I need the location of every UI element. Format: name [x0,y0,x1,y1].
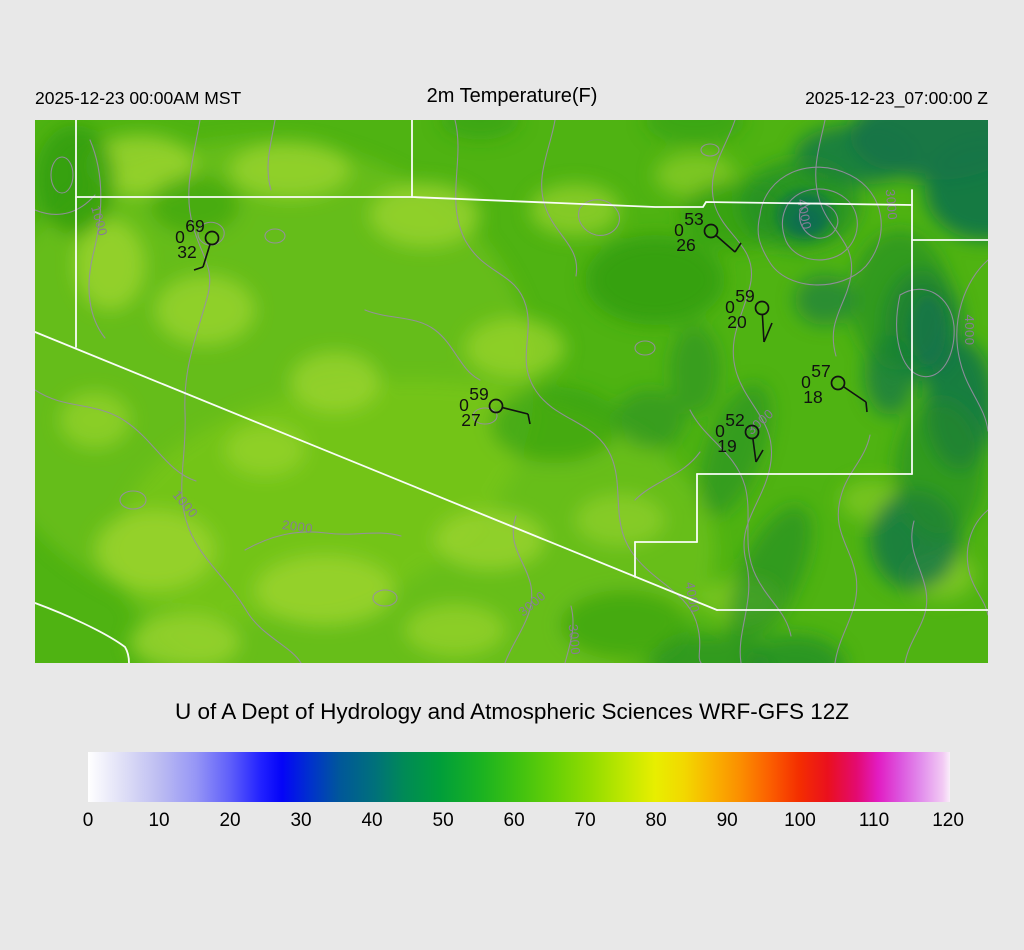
colorbar-tick-label: 60 [503,810,525,831]
wind-staff-icon [715,234,736,253]
station-mid-value: 0 [725,297,735,317]
colorbar-tick-label: 50 [432,810,454,831]
map-title: 2m Temperature(F) [426,85,598,107]
county-boundaries [35,120,988,663]
contour-elevation-label: 4000 [962,315,977,346]
colorbar-tick-label: 90 [716,810,738,831]
wind-staff-icon [752,438,757,463]
station-mid-value: 0 [175,227,185,247]
station-mid-value: 0 [674,220,684,240]
valid-time-local: 2025-12-23 00:00AM MST [35,88,242,108]
station-mid-value: 0 [801,372,811,392]
contour-elevation-label: 4000 [682,581,702,614]
colorbar-tick-label: 40 [361,810,383,831]
wind-barb-icon [527,413,531,425]
wind-barb-icon [734,242,742,253]
colorbar-tick-label: 10 [148,810,170,831]
contour-elevation-label: 2000 [281,517,314,536]
temperature-field-blobs [35,120,988,663]
station-temperature: 53 [684,209,703,229]
wind-barb-icon [193,266,204,271]
station-dewpoint: 20 [727,312,747,332]
station-circle-icon [703,223,719,239]
colorbar-tick-label: 80 [645,810,667,831]
station-dewpoint: 32 [177,242,196,262]
station-temperature: 59 [469,384,488,404]
station-mid-value: 0 [715,421,725,441]
station-circle-icon [754,300,770,316]
colorbar-tick-label: 20 [219,810,241,831]
colorbar-tick-label: 0 [82,810,94,831]
station-dewpoint: 26 [676,235,695,255]
wind-staff-icon [502,406,529,415]
contour-elevation-label: 4000 [794,198,814,231]
colorbar-tick-label: 100 [784,810,816,831]
station-temperature: 69 [185,216,204,236]
wind-barb-icon [763,322,773,343]
station-circle-icon [830,375,846,391]
station-dewpoint: 19 [717,436,736,456]
station-temperature: 57 [811,361,830,381]
wind-staff-icon [761,314,765,343]
wind-barb-icon [865,401,868,413]
wind-barb-icon [755,449,764,463]
colorbar-tick-labels: 0 10 20 30 40 50 60 70 80 90 100 110 120 [74,810,964,836]
terrain-contour-lines [35,120,988,663]
station-dewpoint: 18 [803,387,822,407]
station-circle-icon [204,230,220,246]
valid-time-utc: 2025-12-23_07:00:00 Z [805,88,988,108]
colorbar-tick-label: 120 [932,810,964,831]
wind-staff-icon [202,243,211,268]
temperature-colorbar [88,752,950,802]
station-circle-icon [744,424,760,440]
station-mid-value: 0 [459,395,469,415]
wind-staff-icon [842,385,867,403]
weather-map: 1000 1000 2000 4000 3000 4000 3000 3000 3000 4000… [35,120,988,663]
colorbar-tick-label: 110 [858,810,890,831]
station-dewpoint: 27 [461,410,480,430]
colorbar-tick-label: 30 [290,810,312,831]
station-circle-icon [488,398,504,414]
map-caption: U of A Dept of Hydrology and Atmospheric… [174,699,850,724]
station-temperature: 59 [735,286,754,306]
station-temperature: 52 [725,410,744,430]
contour-elevation-label: 3000 [566,624,584,656]
colorbar-tick-label: 70 [574,810,596,831]
